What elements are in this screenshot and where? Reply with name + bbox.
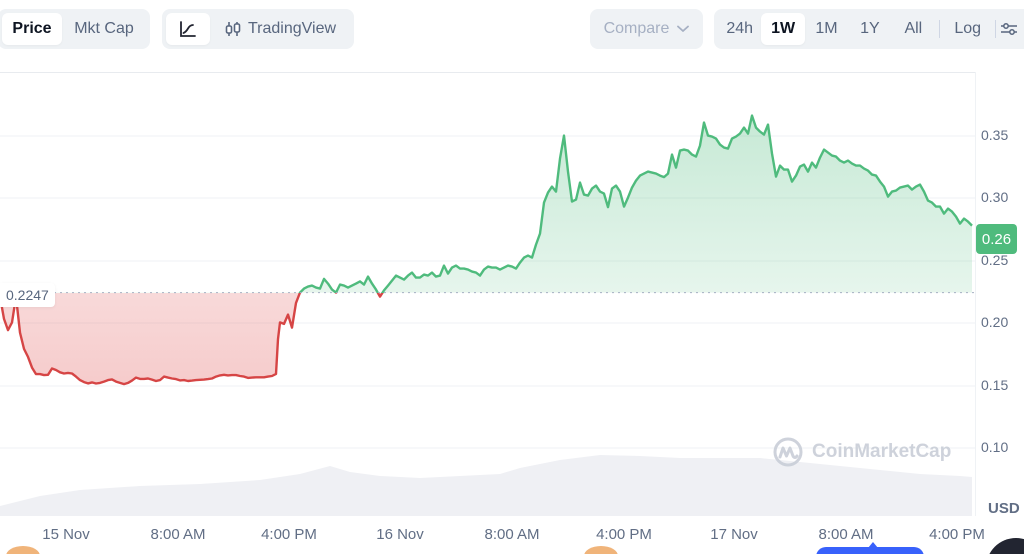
y-tick-label: 0.30 (981, 189, 1009, 205)
line-chart-icon (180, 21, 196, 37)
current-price-tag: 0.26 (976, 224, 1017, 254)
reference-price-label: 0.2247 (0, 283, 55, 307)
x-tick-label: 4:00 PM (929, 526, 985, 543)
tradingview-label: TradingView (247, 20, 337, 37)
tradingview-button[interactable]: TradingView (210, 13, 350, 45)
x-tick-label: 8:00 AM (818, 526, 874, 543)
volume-area (0, 455, 972, 516)
time-range-toggle: 24h 1W 1M 1Y All Log (714, 9, 1024, 49)
x-tick-label: 15 Nov (42, 526, 90, 543)
x-tick-label: 8:00 AM (150, 526, 206, 543)
divider (995, 20, 997, 38)
range-1y[interactable]: 1Y (860, 20, 880, 37)
chart-toolbar: Price Mkt Cap TradingView Compare 24h (0, 0, 1024, 60)
y-tick-label: 0.15 (981, 377, 1009, 393)
line-chart-button[interactable] (166, 13, 210, 45)
price-line-up (298, 114, 973, 293)
sliders-icon (1001, 23, 1018, 35)
y-axis-border (975, 72, 976, 516)
range-1m[interactable]: 1M (815, 20, 838, 37)
price-line-down (0, 293, 384, 386)
data-type-toggle: Price Mkt Cap (0, 9, 150, 49)
x-tick-label: 8:00 AM (484, 526, 540, 543)
range-all[interactable]: All (904, 20, 923, 37)
chart-settings-button[interactable] (1000, 13, 1024, 45)
x-tick-label: 4:00 PM (261, 526, 317, 543)
event-marker[interactable] (6, 546, 40, 554)
divider (939, 20, 941, 38)
tab-mkt-cap[interactable]: Mkt Cap (74, 20, 134, 37)
y-tick-label: 0.35 (981, 127, 1009, 143)
y-tick-label: 0.25 (981, 252, 1009, 268)
y-tick-label: 0.20 (981, 314, 1009, 330)
range-24h[interactable]: 24h (726, 20, 754, 37)
y-tick-label: 0.10 (981, 439, 1009, 455)
compare-label: Compare (603, 20, 670, 37)
chevron-down-icon (677, 25, 690, 32)
watermark-text: CoinMarketCap (812, 441, 952, 462)
x-tick-label: 4:00 PM (596, 526, 652, 543)
event-marker-blue[interactable] (816, 542, 924, 554)
watermark: CoinMarketCap (772, 436, 951, 468)
compare-dropdown[interactable]: Compare (590, 9, 703, 49)
chart-type-toggle: TradingView (162, 9, 354, 49)
candlestick-icon (225, 22, 241, 36)
currency-label: USD (988, 500, 1020, 517)
range-1w[interactable]: 1W (761, 13, 805, 45)
x-tick-label: 17 Nov (710, 526, 758, 543)
coinmarketcap-logo-icon (773, 437, 803, 467)
tab-price[interactable]: Price (2, 13, 62, 45)
log-scale-button[interactable]: Log (954, 20, 982, 37)
chart-top-border (0, 72, 976, 73)
event-marker[interactable] (584, 546, 618, 554)
area-fill-up (0, 115, 972, 293)
x-tick-label: 16 Nov (376, 526, 424, 543)
